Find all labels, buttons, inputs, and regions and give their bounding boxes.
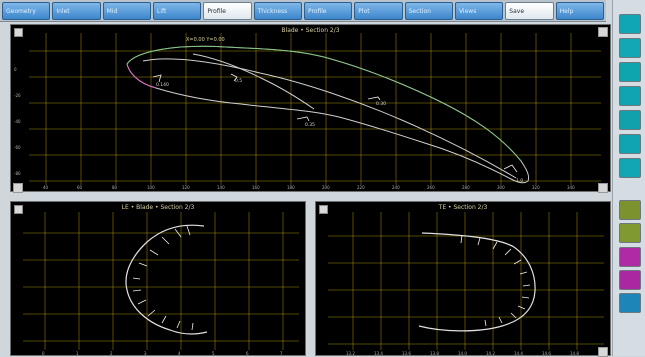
svg-text:1: 1	[76, 351, 79, 356]
bottom-left-plot-panel: LE • Blade • Section 2/3 0 1 2 3 4 5 6 7	[10, 201, 306, 356]
tool-button-2[interactable]	[619, 38, 641, 58]
bottom-right-plot-title: TE • Section 2/3	[438, 204, 488, 211]
svg-text:13.4: 13.4	[374, 351, 383, 356]
svg-text:40: 40	[43, 185, 49, 190]
svg-text:200: 200	[322, 185, 330, 190]
panel-maximize-icon[interactable]	[14, 28, 23, 37]
tab-3[interactable]: Mid	[102, 2, 151, 20]
panel-maximize-icon[interactable]	[319, 205, 328, 214]
svg-text:320: 320	[532, 185, 540, 190]
svg-text:0.5: 0.5	[235, 78, 242, 84]
main-plot-svg: 0.140 0.5 0.35 0.30 1.0 40 60 80 100 120 140…	[14, 33, 601, 190]
svg-text:4: 4	[178, 351, 181, 356]
svg-text:0: 0	[14, 67, 17, 72]
svg-text:7: 7	[280, 351, 283, 356]
toolbar: Geometry Inlet Mid Lift Profile Thicknes…	[0, 0, 606, 22]
svg-text:100: 100	[147, 185, 155, 190]
tab-10[interactable]: Views	[454, 2, 504, 20]
tool-button-4[interactable]	[619, 86, 641, 106]
svg-text:160: 160	[252, 185, 260, 190]
svg-text:220: 220	[357, 185, 365, 190]
scroll-left-icon[interactable]	[13, 183, 23, 193]
svg-text:13.8: 13.8	[430, 351, 439, 356]
tool-button-7[interactable]	[619, 158, 641, 178]
svg-text:260: 260	[427, 185, 435, 190]
svg-text:14.2: 14.2	[486, 351, 495, 356]
tool-button-8[interactable]	[619, 200, 641, 220]
tab-6[interactable]: Thickness	[253, 2, 302, 20]
bottom-left-plot-svg: 0 1 2 3 4 5 6 7	[23, 212, 299, 356]
svg-text:-80: -80	[14, 171, 21, 176]
svg-text:0.30: 0.30	[376, 101, 386, 107]
scroll-up-icon[interactable]	[598, 27, 608, 37]
svg-text:14.0: 14.0	[458, 351, 467, 356]
tool-button-3[interactable]	[619, 62, 641, 82]
svg-text:180: 180	[287, 185, 295, 190]
tab-2[interactable]: Inlet	[52, 2, 101, 20]
svg-text:0.140: 0.140	[156, 82, 169, 88]
tool-button-11[interactable]	[619, 270, 641, 290]
svg-text:6: 6	[246, 351, 249, 356]
svg-text:14.8: 14.8	[570, 351, 579, 356]
tool-button-1[interactable]	[619, 14, 641, 34]
main-plot-panel: Blade • Section 2/3 X=0.00 Y=0.00	[10, 24, 611, 193]
svg-text:80: 80	[112, 185, 118, 190]
svg-text:1.0: 1.0	[516, 178, 523, 184]
svg-text:2: 2	[110, 351, 113, 356]
tool-button-6[interactable]	[619, 134, 641, 154]
tool-button-10[interactable]	[619, 247, 641, 267]
svg-text:140: 140	[217, 185, 225, 190]
tab-9[interactable]: Section	[404, 2, 453, 20]
svg-text:-20: -20	[14, 93, 21, 98]
tab-11[interactable]: Save	[505, 2, 554, 20]
svg-text:13.6: 13.6	[402, 351, 411, 356]
svg-text:-40: -40	[14, 119, 21, 124]
svg-text:120: 120	[182, 185, 190, 190]
main-plot-title: Blade • Section 2/3	[281, 27, 340, 34]
tab-5[interactable]: Profile	[203, 2, 252, 20]
svg-text:13.2: 13.2	[346, 351, 355, 356]
bottom-right-plot-panel: TE • Section 2/3 13.2 13.4 13.6 13.8 14.0 14…	[315, 201, 611, 357]
main-plot-subtitle: X=0.00 Y=0.00	[186, 37, 225, 43]
tab-7[interactable]: Profile	[303, 2, 353, 20]
svg-text:14.6: 14.6	[542, 351, 551, 356]
svg-text:340: 340	[567, 185, 575, 190]
svg-text:5: 5	[212, 351, 215, 356]
tab-1[interactable]: Geometry	[2, 2, 51, 20]
svg-text:3: 3	[144, 351, 147, 356]
svg-text:14.4: 14.4	[514, 351, 523, 356]
tab-12[interactable]: Help	[555, 2, 604, 20]
svg-text:280: 280	[462, 185, 470, 190]
bottom-left-plot-title: LE • Blade • Section 2/3	[121, 204, 195, 211]
svg-text:0: 0	[42, 351, 45, 356]
panel-maximize-icon[interactable]	[14, 205, 23, 214]
scroll-right-icon[interactable]	[598, 183, 608, 193]
svg-text:-60: -60	[14, 145, 21, 150]
tool-button-12[interactable]	[619, 293, 641, 313]
tool-palette	[612, 0, 645, 356]
svg-text:300: 300	[497, 185, 505, 190]
tab-8[interactable]: Plot	[354, 2, 403, 20]
svg-text:60: 60	[77, 185, 83, 190]
tool-button-9[interactable]	[619, 223, 641, 243]
tool-button-5[interactable]	[619, 110, 641, 130]
svg-text:240: 240	[392, 185, 400, 190]
svg-text:0.35: 0.35	[305, 122, 315, 128]
tab-4[interactable]: Lift	[152, 2, 202, 20]
bottom-right-plot-svg: 13.2 13.4 13.6 13.8 14.0 14.2 14.4 14.6 14.8	[328, 212, 604, 356]
